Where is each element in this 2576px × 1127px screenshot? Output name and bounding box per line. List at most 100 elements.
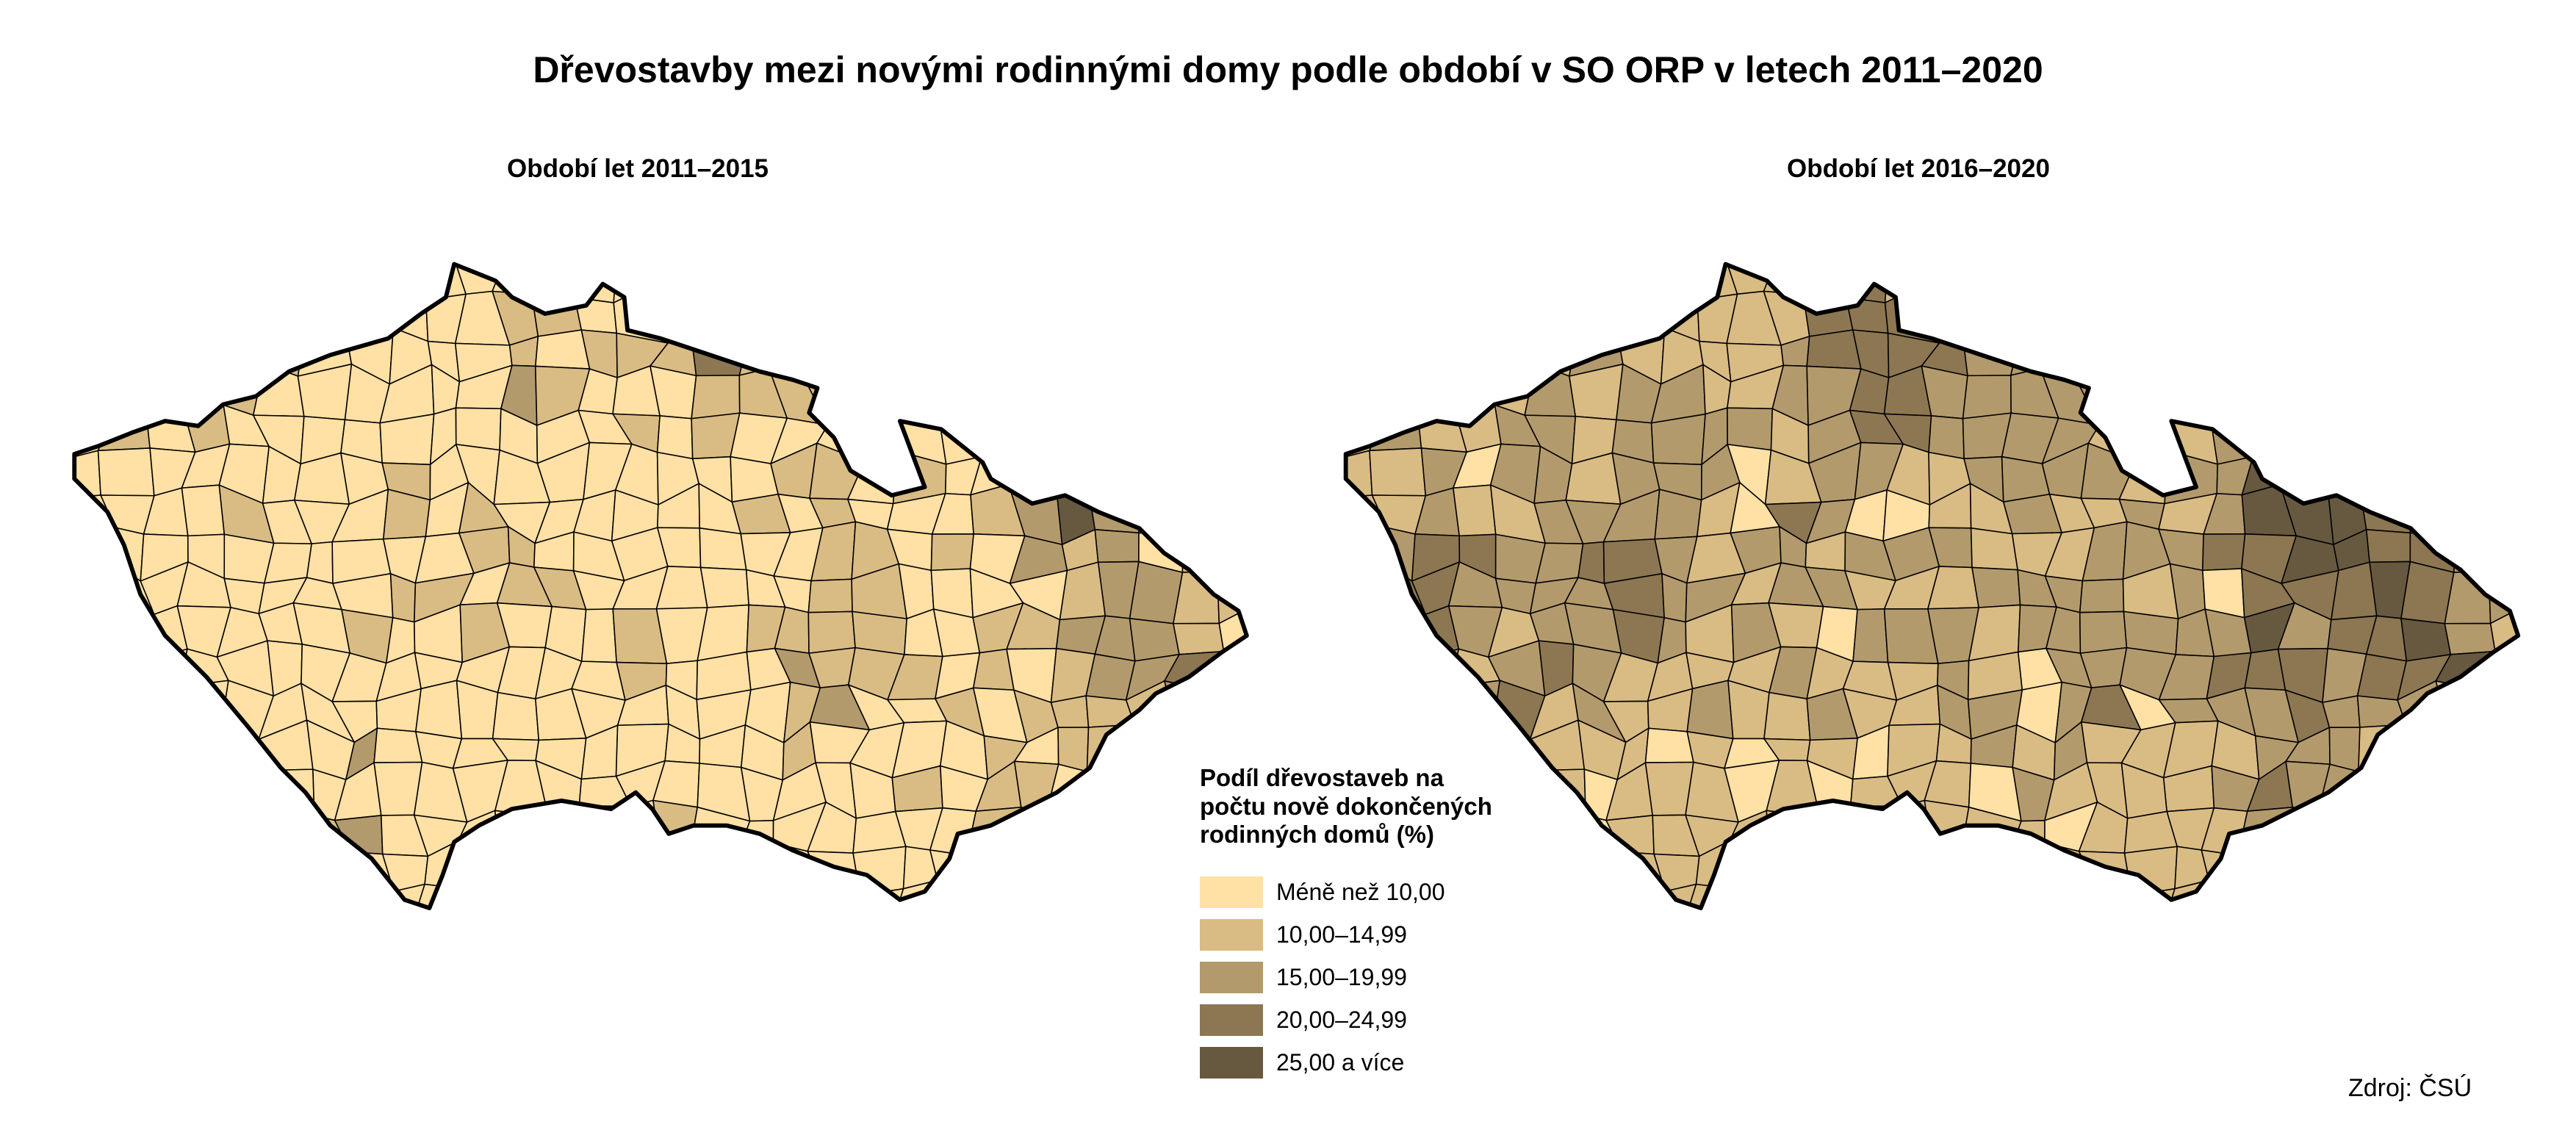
orp-region (965, 854, 1026, 895)
orp-region (2396, 302, 2453, 347)
orp-region (2316, 450, 2362, 499)
orp-region (2475, 724, 2519, 784)
orp-region (1094, 528, 1140, 564)
orp-region (491, 265, 548, 295)
orp-region (744, 300, 782, 346)
orp-region (2238, 421, 2289, 458)
orp-region (1138, 491, 1184, 537)
orp-region (1733, 885, 1778, 909)
orp-region (1406, 264, 1465, 300)
orp-region (331, 264, 395, 307)
orp-region (1814, 844, 1855, 893)
orp-region (263, 338, 305, 378)
orp-region (810, 882, 861, 909)
orp-region (74, 641, 100, 699)
orp-region (2359, 444, 2411, 505)
orp-region (257, 887, 312, 909)
orp-region (2453, 799, 2498, 858)
orp-region (74, 450, 101, 500)
orp-region (1345, 525, 1387, 569)
map-subtitle-2011-2015: Období let 2011–2015 (507, 154, 769, 183)
orp-region (2326, 362, 2367, 418)
orp-region (96, 687, 153, 743)
orp-region (102, 841, 137, 899)
orp-region (1020, 806, 1057, 857)
legend-title: Podíl dřevostaveb na počtu nově dokončen… (1200, 764, 1492, 848)
orp-region (652, 799, 699, 860)
orp-region (2403, 890, 2457, 909)
orp-region (1961, 839, 2023, 898)
orp-region (2280, 852, 2328, 895)
orp-region (1124, 444, 1186, 505)
orp-region (2356, 362, 2420, 427)
orp-region (651, 283, 693, 344)
orp-region (300, 264, 345, 306)
orp-region (2411, 766, 2455, 822)
orp-region (217, 857, 267, 901)
orp-region (2483, 881, 2519, 909)
orp-region (2359, 416, 2415, 451)
orp-region (1375, 298, 1416, 345)
orp-region (1124, 323, 1181, 371)
orp-region (1170, 340, 1222, 375)
orp-region (2491, 289, 2519, 342)
orp-region (2368, 293, 2399, 331)
orp-region (97, 447, 155, 497)
orp-region (574, 297, 618, 334)
orp-region (174, 264, 230, 296)
orp-region (780, 264, 820, 305)
orp-region (2016, 300, 2054, 346)
orp-region (1184, 409, 1213, 464)
country-outline (1343, 262, 2521, 910)
orp-region (690, 885, 752, 909)
orp-region (2046, 300, 2084, 346)
orp-region (2452, 880, 2486, 909)
orp-region (1126, 264, 1182, 305)
orp-region (74, 264, 105, 304)
orp-region (1018, 295, 1064, 345)
orp-region (179, 680, 229, 742)
orp-region (299, 292, 350, 346)
orp-region (179, 328, 230, 375)
orp-region (1209, 416, 1247, 464)
orp-region (1085, 807, 1142, 856)
orp-region (1928, 415, 1965, 460)
orp-region (497, 844, 548, 893)
orp-region (1085, 846, 1134, 894)
orp-region (1534, 338, 1577, 378)
orp-region (350, 885, 395, 909)
orp-region (1843, 881, 1902, 909)
orp-region (1013, 760, 1059, 814)
orp-region (1182, 462, 1226, 496)
orp-region (2400, 617, 2452, 662)
orp-region (1571, 264, 1616, 306)
orp-region (1602, 264, 1666, 307)
orp-region (1368, 647, 1426, 699)
orp-region (74, 802, 113, 853)
orp-region (1097, 264, 1137, 305)
orp-region (932, 264, 979, 308)
orp-region (2413, 365, 2458, 427)
orp-region (2446, 264, 2499, 304)
orp-region (111, 364, 148, 422)
orp-region (1018, 342, 1064, 386)
orp-region (1501, 759, 1548, 810)
orp-region (1046, 807, 1108, 854)
orp-region (1763, 691, 1811, 741)
orp-region (1016, 375, 1060, 423)
orp-region (2082, 882, 2133, 909)
orp-region (253, 264, 306, 302)
orp-region (1140, 766, 1184, 822)
orp-region (691, 375, 741, 420)
orp-region (1224, 494, 1247, 530)
orp-region (2280, 885, 2328, 909)
orp-region (1814, 804, 1854, 852)
orp-region (618, 844, 666, 889)
orp-region (494, 810, 550, 851)
orp-region (1204, 693, 1247, 732)
orp-region (888, 365, 941, 426)
orp-region (135, 264, 194, 300)
orp-region (97, 647, 155, 699)
orp-region (2277, 264, 2335, 300)
orp-region (2289, 295, 2336, 345)
